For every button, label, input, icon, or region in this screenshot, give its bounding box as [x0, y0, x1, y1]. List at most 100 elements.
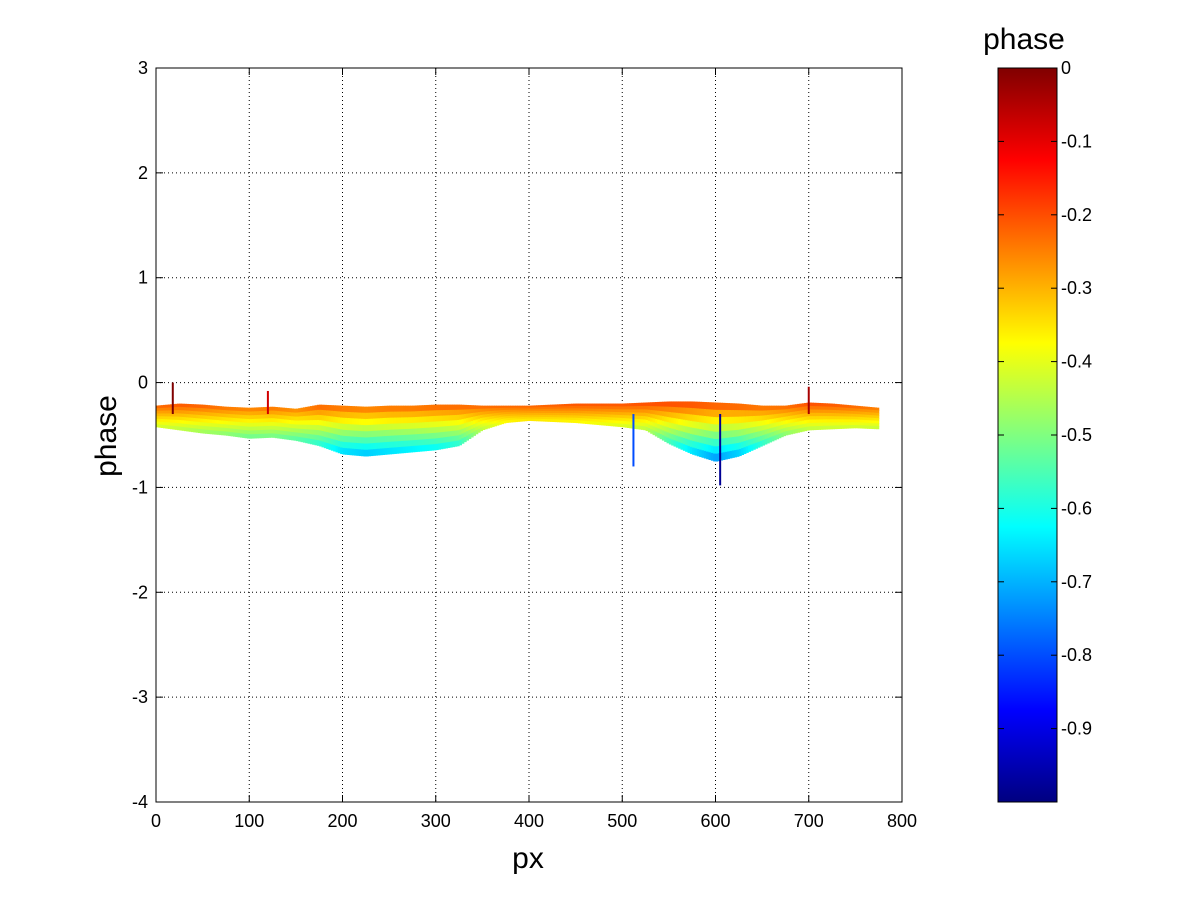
- phase-band-cell: [246, 407, 250, 413]
- phase-band-cell: [382, 442, 386, 449]
- phase-band-cell: [608, 406, 612, 410]
- phase-band-cell: [174, 413, 178, 418]
- phase-band-cell: [403, 446, 407, 454]
- phase-band-cell: [279, 411, 283, 416]
- phase-band-cell: [351, 436, 355, 444]
- phase-band-cell: [428, 444, 432, 451]
- phase-band-cell: [612, 417, 616, 421]
- phase-band-cell: [722, 424, 726, 432]
- phase-band-cell: [542, 412, 546, 416]
- colorbar-gradient: [997, 67, 1058, 803]
- phase-band-cell: [661, 420, 665, 427]
- phase-band-cell: [552, 404, 556, 408]
- phase-band-cell: [834, 413, 838, 417]
- phase-band-cell: [330, 422, 334, 429]
- phase-band-cell: [342, 405, 346, 413]
- phase-band-cell: [407, 423, 411, 430]
- phase-band-cell: [410, 434, 414, 441]
- phase-band-cell: [654, 431, 658, 437]
- phase-band-cell: [167, 413, 171, 418]
- phase-band-cell: [542, 406, 546, 410]
- phase-band-cell: [598, 403, 602, 407]
- phase-band-cell: [601, 414, 605, 418]
- phase-band-cell: [333, 416, 337, 423]
- phase-band-cell: [405, 434, 409, 442]
- phase-band-cell: [246, 430, 250, 435]
- phase-band-cell: [286, 419, 290, 425]
- phase-band-cell: [738, 410, 742, 418]
- phase-band-cell: [435, 443, 439, 451]
- phase-band-cell: [680, 401, 684, 409]
- phase-band-cell: [652, 426, 656, 432]
- phase-band-cell: [787, 408, 791, 414]
- phase-band-cell: [508, 417, 511, 421]
- phase-band-cell: [438, 437, 442, 445]
- phase-band-cell: [398, 417, 402, 424]
- phase-band-cell: [165, 422, 169, 426]
- phase-band-cell: [491, 408, 495, 412]
- phase-band-cell: [682, 407, 686, 415]
- phase-band-cell: [328, 432, 332, 439]
- phase-band-cell: [778, 409, 782, 415]
- phase-band-cell: [808, 409, 812, 414]
- phase-band-cell: [594, 403, 598, 407]
- phase-band-cell: [645, 426, 649, 432]
- phase-band-cell: [596, 413, 600, 418]
- phase-band-cell: [783, 409, 787, 414]
- phase-band-cell: [181, 407, 185, 411]
- phase-band-cell: [382, 405, 386, 413]
- phase-band-cell: [608, 419, 612, 424]
- phase-band-cell: [370, 449, 374, 457]
- phase-band-cell: [321, 415, 325, 422]
- phase-band-cell: [601, 422, 605, 426]
- phase-band-cell: [372, 430, 376, 438]
- phase-band-cell: [323, 410, 327, 417]
- phase-band-cell: [743, 441, 747, 448]
- phase-band-cell: [799, 407, 803, 412]
- phase-band-cell: [463, 432, 467, 438]
- phase-band-cell: [456, 430, 460, 437]
- phase-band-cell: [533, 416, 537, 420]
- phase-band-cell: [818, 425, 822, 430]
- phase-band-cell: [174, 426, 178, 430]
- phase-band-cell: [505, 413, 509, 417]
- phase-band-cell: [403, 411, 407, 418]
- phase-band-cell: [624, 415, 628, 419]
- phase-band-cell: [580, 413, 584, 417]
- phase-band-cell: [813, 426, 817, 431]
- phase-band-cell: [363, 449, 367, 457]
- phase-band-cell: [354, 436, 358, 444]
- phase-band-cell: [426, 427, 430, 434]
- phase-band-cell: [524, 415, 528, 418]
- phase-band-cell: [776, 430, 780, 436]
- phase-band-cell: [664, 401, 668, 408]
- phase-band-cell: [347, 424, 351, 431]
- phase-band-cell: [876, 423, 880, 427]
- phase-band-cell: [340, 435, 344, 443]
- phase-band-cell: [715, 453, 719, 462]
- x-tick-label: 100: [234, 811, 264, 831]
- phase-band-cell: [156, 410, 159, 415]
- phase-band-cell: [715, 417, 719, 426]
- phase-band-cell: [214, 423, 218, 428]
- phase-band-cell: [452, 425, 455, 432]
- phase-band-cell: [496, 422, 500, 426]
- phase-band-cell: [414, 428, 418, 435]
- phase-band-cell: [640, 419, 644, 424]
- phase-band-cell: [218, 416, 222, 421]
- phase-band-cell: [489, 421, 493, 426]
- phase-band-cell: [251, 434, 255, 439]
- phase-band-cell: [515, 409, 518, 413]
- phase-band-cell: [839, 419, 842, 423]
- phase-band-cell: [584, 413, 588, 417]
- phase-band-cell: [291, 416, 295, 421]
- phase-band-cell: [186, 403, 190, 408]
- phase-band-cell: [757, 431, 761, 438]
- phase-band-cell: [736, 436, 740, 444]
- phase-band-cell: [617, 409, 621, 413]
- phase-band-cell: [230, 432, 234, 437]
- phase-band-cell: [396, 423, 400, 430]
- phase-band-cell: [710, 445, 714, 454]
- phase-band-cell: [207, 426, 211, 431]
- y-tick-label: -4: [132, 792, 148, 812]
